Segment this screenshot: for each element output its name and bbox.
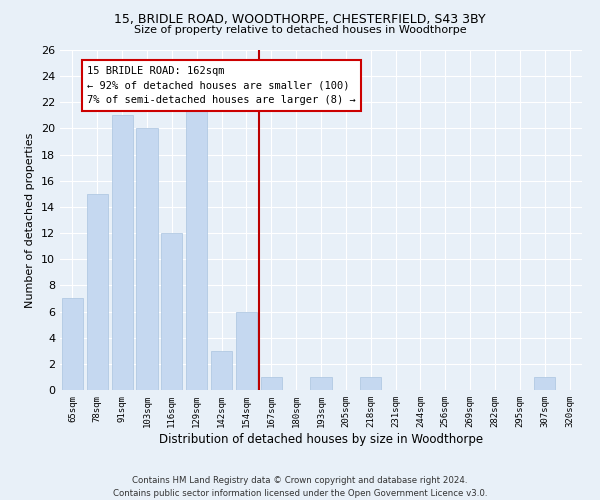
Bar [186,102,207,390]
Text: Size of property relative to detached houses in Woodthorpe: Size of property relative to detached ho… [134,25,466,35]
Text: Contains HM Land Registry data © Crown copyright and database right 2024.
Contai: Contains HM Land Registry data © Crown c… [113,476,487,498]
Text: 15 BRIDLE ROAD: 162sqm
← 92% of detached houses are smaller (100)
7% of semi-det: 15 BRIDLE ROAD: 162sqm ← 92% of detached… [88,66,356,106]
Bar [62,298,83,390]
Bar [534,377,555,390]
Bar [136,128,158,390]
Text: 15, BRIDLE ROAD, WOODTHORPE, CHESTERFIELD, S43 3BY: 15, BRIDLE ROAD, WOODTHORPE, CHESTERFIEL… [114,12,486,26]
Bar [87,194,108,390]
Bar [112,116,133,390]
Bar [310,377,332,390]
Bar [360,377,381,390]
X-axis label: Distribution of detached houses by size in Woodthorpe: Distribution of detached houses by size … [159,432,483,446]
Y-axis label: Number of detached properties: Number of detached properties [25,132,35,308]
Bar [161,233,182,390]
Bar [211,351,232,390]
Bar [261,377,282,390]
Bar [236,312,257,390]
